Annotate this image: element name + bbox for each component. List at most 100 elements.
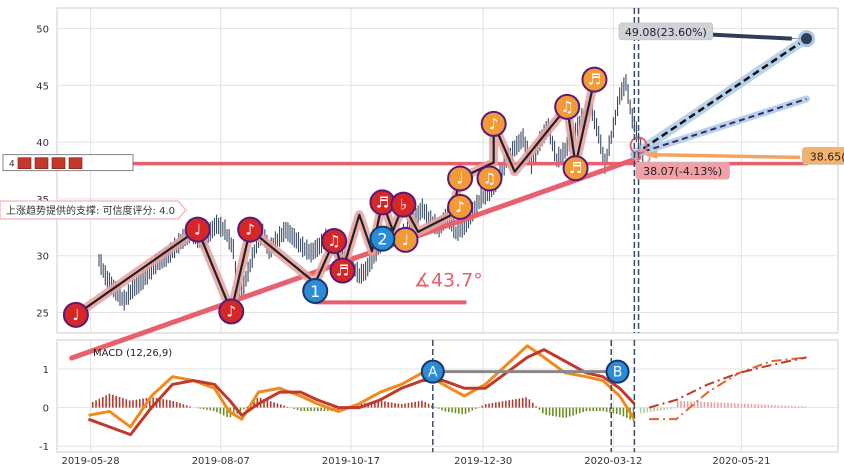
numbered-marker: 1 <box>302 277 329 304</box>
macd-hist-bar <box>159 398 161 408</box>
macd-hist-bar <box>427 403 430 408</box>
macd-hist-bar <box>196 407 198 409</box>
macd-hist-bar <box>548 407 551 416</box>
macd-hist-bar <box>525 397 527 408</box>
macd-hist-bar <box>545 407 547 415</box>
macd-hist-proj-bar <box>639 407 642 414</box>
macd-y-tick: 1 <box>43 365 49 376</box>
macd-hist-proj-bar <box>750 404 753 408</box>
macd-hist-bar <box>424 402 427 408</box>
macd-hist-bar <box>609 407 611 413</box>
macd-hist-proj-bar <box>660 407 662 411</box>
trendline <box>69 155 642 361</box>
projection-label-up-box <box>618 22 714 41</box>
macd-hist-bar <box>615 407 618 414</box>
macd-hist-proj-bar <box>767 404 770 408</box>
numbered-circle <box>369 225 396 252</box>
pattern-marker: ♫ <box>476 165 503 192</box>
marker-glyph: ♪ <box>245 221 255 239</box>
x-tick-label: 2020-05-21 <box>712 456 770 467</box>
signal-projection <box>648 356 807 409</box>
projection-label-pink: 38.07(-4.13%) <box>635 161 730 180</box>
macd-hist-proj-bar <box>743 403 746 408</box>
macd-hist-bar <box>310 407 312 412</box>
macd-hist-bar <box>531 402 534 408</box>
pattern-marker: ♬ <box>562 155 589 182</box>
macd-hist-proj-bar <box>670 407 672 409</box>
macd-hist-bar <box>437 407 440 409</box>
macd-hist-bar <box>454 407 457 414</box>
projection-label-up-text: 49.08(23.60%) <box>625 26 707 39</box>
marker-glyph: ♪ <box>455 198 465 216</box>
support-legend: 4 <box>2 154 134 172</box>
macd-hist-bar <box>518 398 521 408</box>
macd-marker-circle <box>420 359 445 384</box>
macd-hist-bar <box>622 407 625 417</box>
macd-hist-bar <box>226 407 228 418</box>
macd-hist-bar <box>125 399 128 408</box>
macd-hist-bar <box>505 400 507 408</box>
macd-hist-bar <box>98 398 101 408</box>
macd-hist-bar <box>441 407 443 411</box>
macd-hist-bar <box>602 407 605 412</box>
macd-hist-bar <box>112 394 114 408</box>
marker-glyph: ♪ <box>489 115 499 133</box>
projection-line-mid <box>634 97 807 156</box>
marker-circle <box>476 165 503 192</box>
macd-hist-bar <box>599 407 601 412</box>
pattern-line <box>75 79 596 316</box>
macd-hist-bar <box>535 406 537 408</box>
macd-hist-bar <box>461 407 463 415</box>
macd-hist-bar <box>169 400 171 408</box>
macd-hist-bar <box>377 400 380 408</box>
pattern-marker: ♪ <box>480 110 507 137</box>
macd-hist-bar <box>222 407 225 416</box>
macd-hist-bar <box>380 400 383 408</box>
macd-hist-bar <box>625 407 628 418</box>
macd-hist-bar <box>370 402 373 408</box>
macd-y-tick: -1 <box>39 442 49 453</box>
macd-hist-bar <box>286 406 289 408</box>
macd-hist-proj-bar <box>686 401 689 408</box>
macd-hist-bar <box>316 407 319 412</box>
pattern-marker: ♪ <box>237 216 264 243</box>
macd-marker: A <box>420 359 445 384</box>
marker-glyph: ♪ <box>226 302 236 320</box>
marker-glyph: ♬ <box>336 262 349 280</box>
macd-hist-bar <box>263 398 265 408</box>
macd-hist-bar <box>568 407 571 417</box>
orange-arrow <box>649 152 801 160</box>
pattern-marker: ♫ <box>321 227 348 254</box>
macd-hist-bar <box>575 407 578 415</box>
marker-glyph: ♩ <box>402 231 409 249</box>
macd-hist-bar <box>269 401 272 408</box>
macd-hist-proj-bar <box>791 405 793 408</box>
macd-hist-bar <box>185 405 188 408</box>
macd-hist-bar <box>447 407 450 412</box>
pattern-marker: ♬ <box>581 66 608 93</box>
macd-hist-bar <box>421 400 423 408</box>
macd-hist-bar <box>511 399 514 408</box>
macd-hist-bar <box>397 403 400 408</box>
marker-glyph: ♫ <box>560 98 573 116</box>
macd-hist-bar <box>404 403 406 408</box>
macd-hist-bar <box>501 401 504 408</box>
pattern-marker: ♪ <box>218 298 245 325</box>
marker-glyph: ♭ <box>400 196 407 214</box>
macd-hist-proj-bar <box>801 406 803 408</box>
support-legend-count: 4 <box>9 160 15 170</box>
projection-label-pink-box <box>635 161 730 180</box>
macd-hist-bar <box>276 403 279 408</box>
macd-line <box>88 344 636 429</box>
price-y-tick: 30 <box>36 252 49 263</box>
angle-label: ∡43.7° <box>414 269 483 291</box>
marker-glyph: ♩ <box>194 221 201 239</box>
macd-hist-proj-bar <box>804 406 807 408</box>
marker-circle <box>480 110 507 137</box>
marker-glyph: ♬ <box>588 71 601 89</box>
macd-hist-proj-bar <box>723 402 726 408</box>
macd-hist-bar <box>508 400 511 408</box>
marker-circle <box>554 93 581 120</box>
macd-marker-circle <box>605 359 630 384</box>
